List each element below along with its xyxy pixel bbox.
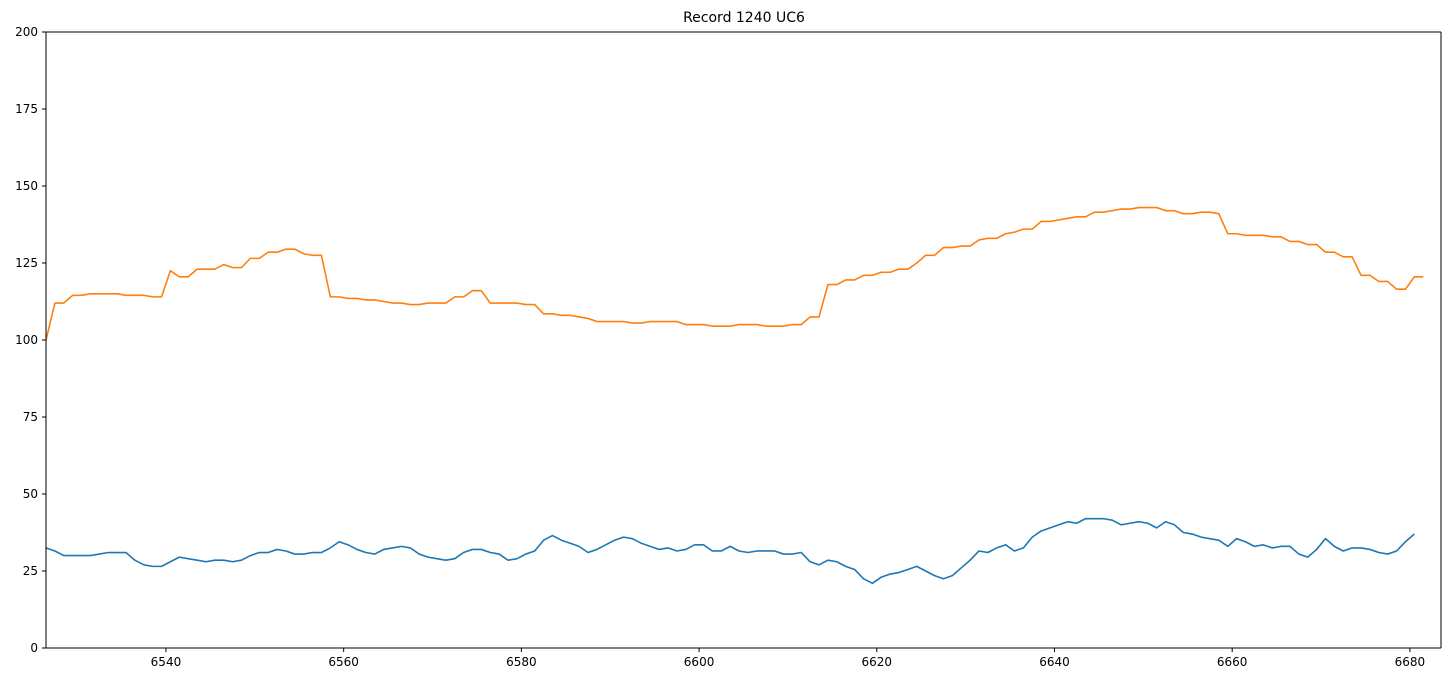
y-tick-label: 150 xyxy=(15,179,38,193)
y-tick-label: 100 xyxy=(15,333,38,347)
x-tick-label: 6600 xyxy=(684,655,715,669)
axis-layer: 6540 6560 6580 6600 6620 6640 6660 6680 0 25 50 75 1… xyxy=(15,25,1442,669)
series-line-1 xyxy=(46,517,1415,585)
x-tick-label: 6580 xyxy=(506,655,537,669)
x-tick-label: 6620 xyxy=(862,655,893,669)
x-tick-label: 6640 xyxy=(1039,655,1070,669)
x-tick-label: 6560 xyxy=(328,655,359,669)
series-layer xyxy=(46,206,1424,585)
chart-title: Record 1240 UC6 xyxy=(683,10,805,26)
x-tick-label: 6660 xyxy=(1217,655,1248,669)
y-tick-label: 125 xyxy=(15,256,38,270)
x-tick-label: 6680 xyxy=(1395,655,1426,669)
y-tick-label: 25 xyxy=(23,564,38,578)
y-tick-label: 0 xyxy=(30,641,38,655)
y-tick-label: 75 xyxy=(23,410,38,424)
y-tick-label: 50 xyxy=(23,487,38,501)
series-line-2 xyxy=(46,206,1424,341)
y-tick-label: 200 xyxy=(15,25,38,39)
x-tick-label: 6540 xyxy=(151,655,182,669)
y-tick-label: 175 xyxy=(15,102,38,116)
